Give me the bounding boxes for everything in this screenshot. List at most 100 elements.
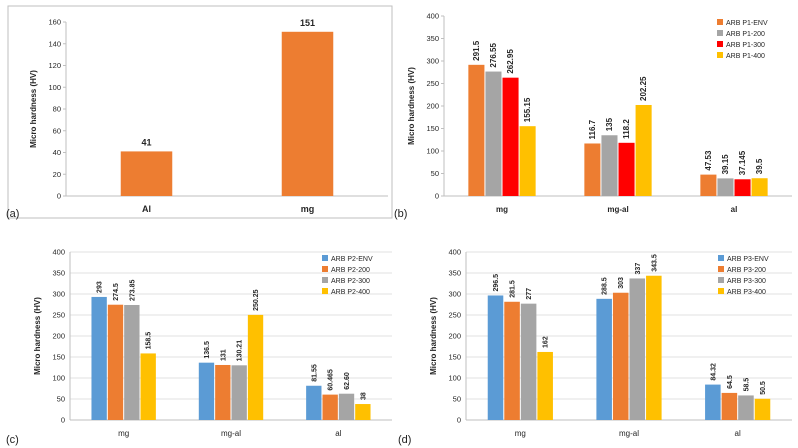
legend-swatch (322, 266, 328, 272)
chart-svg-d: 0 50 100 150 200 250 300 350 400 Micro hardness (… (429, 248, 792, 438)
data-label: 293 (97, 281, 104, 293)
legend-entry: ARB P2-ENV (331, 256, 373, 263)
y-tick-label: 140 (48, 39, 61, 48)
panel-label-c: (c) (6, 434, 19, 446)
legend-entry: ARB P3-200 (727, 267, 766, 274)
y-tick-label: 100 (48, 83, 61, 92)
bar (635, 104, 652, 196)
data-label: 58.5 (743, 378, 750, 392)
legend-entry: ARB P1-ENV (726, 20, 768, 27)
legend-swatch (717, 19, 723, 25)
bar (215, 364, 231, 420)
y-tick-label: 100 (426, 147, 439, 156)
x-tick-label: mg (496, 205, 508, 214)
y-tick-label: 40 (53, 148, 61, 157)
y-tick-label: 60 (53, 126, 61, 135)
y-tick-label: 300 (426, 57, 439, 66)
x-tick-label: mg (118, 429, 129, 438)
y-tick-label: 350 (52, 269, 65, 278)
bar (487, 295, 504, 420)
bar (468, 64, 485, 196)
chart-svg-a: 0 20 40 60 80 100 120 140 160 Micro hardness (HV)… (7, 5, 393, 219)
data-label: 202.25 (639, 76, 648, 101)
data-label: 262.95 (506, 49, 515, 74)
legend-entry: ARB P3-300 (727, 278, 766, 285)
y-tick-label: 50 (431, 169, 439, 178)
bar (306, 385, 322, 420)
legend-swatch (718, 255, 724, 261)
bar (738, 395, 754, 420)
y-tick-label: 100 (52, 374, 65, 383)
y-tick-label: 20 (53, 170, 61, 179)
bar (485, 71, 502, 196)
x-tick-label: al (731, 205, 738, 214)
bar (140, 353, 156, 420)
data-label: 277 (526, 288, 533, 300)
y-tick-label: 0 (57, 192, 61, 201)
x-tick-label: mg-al (221, 429, 241, 438)
bar (721, 392, 738, 420)
y-tick-label: 50 (57, 395, 65, 404)
chart-svg-c: 0 50 100 150 200 250 300 350 400 Micro hardness (… (33, 248, 392, 438)
y-tick-label: 150 (448, 353, 461, 362)
y-tick-label: 200 (426, 102, 439, 111)
y-tick-label: 300 (448, 290, 461, 299)
y-tick-label: 400 (426, 12, 439, 21)
legend-swatch (322, 255, 328, 261)
y-tick-label: 200 (52, 332, 65, 341)
data-label: 60.465 (328, 369, 335, 391)
legend-entry: ARB P3-400 (727, 289, 766, 296)
data-label: 337 (635, 263, 642, 275)
data-label: 39.5 (755, 158, 764, 174)
chart-border (7, 5, 393, 219)
data-label: 273.85 (129, 279, 136, 301)
y-tick-label: 80 (53, 105, 61, 114)
bar (612, 292, 629, 420)
x-tick-label: al (335, 429, 341, 438)
legend-swatch (717, 41, 723, 47)
data-label: 296.5 (493, 274, 500, 292)
x-tick-label: mg (515, 429, 526, 438)
y-tick-label: 0 (457, 416, 461, 425)
data-label: 303 (618, 277, 625, 289)
legend-entry: ARB P2-400 (331, 289, 370, 296)
bar (519, 126, 536, 196)
bar (355, 404, 371, 420)
panel-label-b: (b) (394, 208, 408, 220)
legend-entry: ARB P3-ENV (727, 256, 769, 263)
bar (717, 178, 734, 196)
bar (537, 351, 553, 420)
data-label: 47.53 (704, 150, 713, 171)
data-label: 274.5 (113, 283, 120, 301)
data-label: 291.5 (472, 40, 481, 61)
y-tick-label: 250 (448, 311, 461, 320)
panel-label-a: (a) (6, 208, 20, 220)
data-label: 118.2 (622, 119, 631, 139)
y-tick-label: 200 (448, 332, 461, 341)
data-label: 37.145 (738, 150, 747, 175)
legend-swatch (718, 288, 724, 294)
y-axis-title: Micro hardness (HV) (429, 297, 438, 375)
y-tick-label: 100 (448, 374, 461, 383)
bar (91, 296, 107, 420)
bar (322, 394, 338, 420)
y-tick-label: 350 (426, 34, 439, 43)
bar (754, 398, 771, 420)
bar (734, 179, 751, 196)
bar (646, 275, 662, 420)
legend-swatch (322, 288, 328, 294)
bar (107, 304, 124, 420)
y-tick-label: 150 (426, 124, 439, 133)
y-axis-title: Micro hardness (HV) (29, 70, 38, 148)
chart-svg-b: 0 50 100 150 200 250 300 350 400 Micro hardness (… (407, 12, 792, 214)
bar (502, 77, 519, 196)
bar (596, 298, 612, 420)
data-label: 162 (543, 336, 550, 348)
data-label: 131 (220, 349, 227, 361)
data-label: 288.5 (602, 277, 609, 295)
data-label: 64.5 (727, 375, 734, 389)
bar (281, 31, 334, 196)
legend-entry: ARB P1-400 (726, 53, 765, 60)
x-tick-label: mg-al (619, 429, 639, 438)
y-axis-title: Micro hardness (HV) (407, 67, 416, 145)
